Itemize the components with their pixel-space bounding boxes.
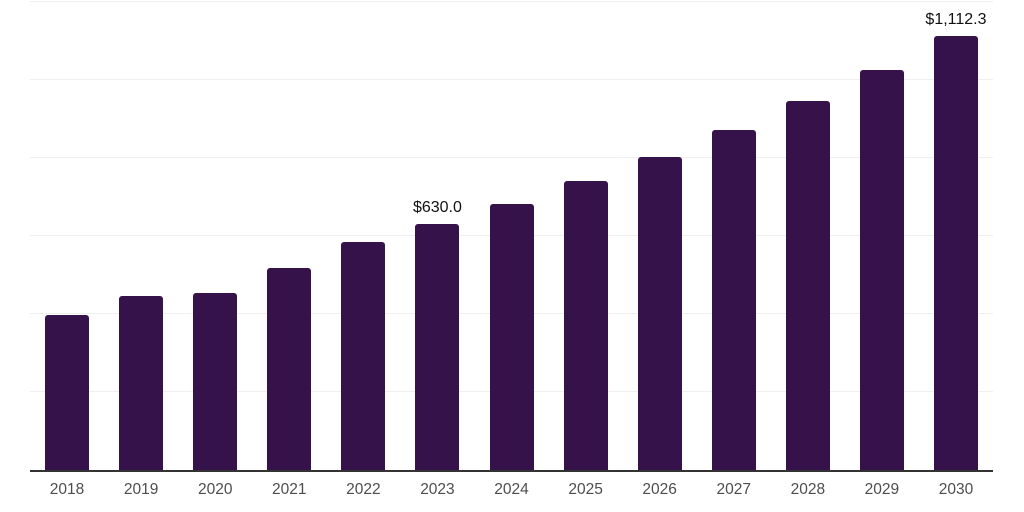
bars-container: $630.0 $1,112.3 [30, 2, 993, 470]
x-tick-2025: 2025 [568, 481, 603, 498]
bar-2030 [933, 36, 978, 470]
bar-2025 [563, 181, 608, 470]
bar-2023 [415, 224, 460, 470]
x-tick-2028: 2028 [790, 481, 826, 498]
bar-column-2020 [178, 2, 252, 470]
bar-column-2019 [104, 2, 178, 470]
x-tick-2027: 2027 [716, 481, 751, 498]
bar-column-2022 [326, 2, 400, 470]
bar-column-2018 [30, 2, 104, 470]
bar-2018 [45, 314, 90, 470]
bar-column-2024 [474, 2, 548, 470]
x-tick-2029: 2029 [864, 481, 900, 498]
x-tick-2018: 2018 [49, 481, 85, 498]
x-tick-2024: 2024 [494, 481, 529, 498]
x-tick-2026: 2026 [642, 481, 677, 498]
gridline-1200 [30, 1, 993, 2]
gridline-1000 [30, 79, 993, 80]
bar-2020 [193, 293, 238, 470]
bar-2019 [119, 295, 164, 470]
bar-column-2023: $630.0 [400, 2, 474, 470]
bar-2026 [637, 156, 682, 470]
gridline-800 [30, 157, 993, 159]
x-tick-2030: 2030 [938, 481, 974, 498]
x-tick-2019: 2019 [123, 481, 159, 498]
bar-column-2025 [549, 2, 623, 470]
x-tick-2021: 2021 [272, 481, 307, 498]
x-axis-labels: 2018 2019 2020 2021 2022 2023 2024 2025 2026 2027… [30, 480, 993, 500]
bar-2022 [341, 241, 386, 470]
bar-2021 [267, 268, 312, 470]
bar-column-2029 [845, 2, 919, 470]
bar-2028 [785, 101, 830, 470]
x-tick-2023: 2023 [420, 481, 455, 498]
bar-2024 [489, 203, 534, 470]
bar-column-2030: $1,112.3 [919, 2, 993, 470]
bar-column-2026 [623, 2, 697, 470]
x-tick-2020: 2020 [197, 481, 233, 498]
bar-2029 [859, 70, 904, 470]
bar-column-2027 [697, 2, 771, 470]
bar-column-2028 [771, 2, 845, 470]
data-label-2023: $630.0 [412, 199, 462, 217]
plot-area: $630.0 $1,112.3 [30, 1, 993, 472]
bar-2027 [711, 130, 756, 470]
x-tick-2022: 2022 [346, 481, 381, 498]
data-label-2030: $1,112.3 [925, 11, 987, 29]
bar-column-2021 [252, 2, 326, 470]
